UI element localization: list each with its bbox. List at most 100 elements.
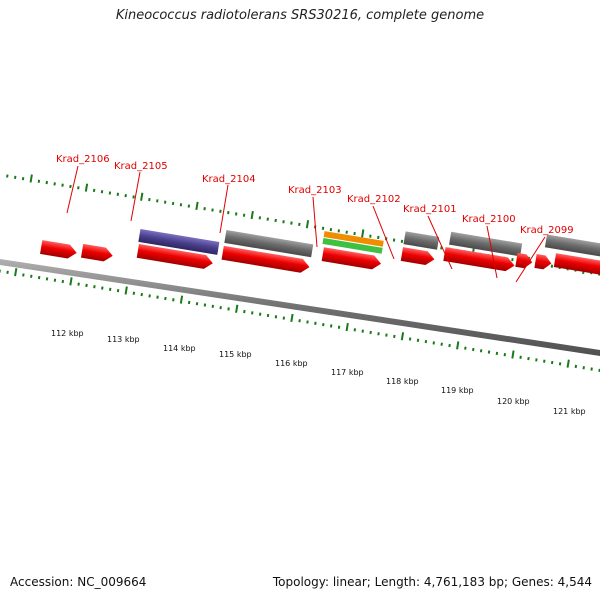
tick-mark: [400, 239, 404, 244]
gene-label[interactable]: Krad_2101: [403, 204, 457, 215]
tick-mark: [124, 193, 127, 198]
feature-green: [322, 237, 383, 254]
tick-mark: [377, 332, 380, 336]
tick-mark: [424, 339, 428, 344]
tick-mark: [337, 229, 341, 233]
label-leaders: [66, 165, 546, 283]
gene-label[interactable]: Krad_2105: [114, 161, 168, 172]
tick-mark: [353, 328, 357, 332]
tick-mark: [377, 235, 380, 240]
tick-mark: [171, 201, 175, 206]
tick-mark: [322, 322, 325, 327]
gene-label[interactable]: Krad_2106: [56, 154, 110, 165]
tick-mark: [148, 294, 151, 298]
gene-arrow-krad-2100[interactable]: [515, 252, 533, 269]
tick-mark: [290, 313, 294, 323]
tick-mark: [203, 303, 207, 307]
tick-mark: [92, 188, 96, 193]
tick-mark: [550, 360, 554, 365]
tick-mark: [393, 334, 396, 339]
tick-mark: [511, 350, 515, 359]
tick-mark: [77, 282, 80, 286]
tick-mark: [69, 277, 73, 286]
tick-mark: [116, 289, 120, 293]
tick-mark: [543, 359, 546, 363]
tick-mark: [148, 197, 151, 202]
tick-mark: [14, 268, 18, 277]
tick-mark: [266, 313, 270, 318]
tick-mark: [590, 367, 593, 371]
tick-mark: [187, 300, 191, 305]
feature-blue: [138, 228, 220, 255]
gene-label[interactable]: Krad_2103: [288, 185, 342, 196]
tick-mark: [369, 234, 372, 238]
tick-mark: [124, 286, 128, 295]
tick-mark: [29, 174, 33, 183]
gene-arrow-krad-2099[interactable]: [553, 253, 600, 278]
tick-mark: [550, 264, 554, 268]
tick-mark: [187, 204, 191, 208]
tick-mark: [527, 356, 530, 361]
tick-mark: [108, 191, 112, 195]
tick-mark: [132, 195, 135, 199]
tick-mark: [179, 295, 184, 304]
kbp-label: 119 kbp: [441, 386, 474, 395]
tick-mark: [274, 218, 277, 223]
tick-mark: [298, 319, 301, 323]
gene-arrow-krad-2100b[interactable]: [534, 254, 552, 270]
tick-mark: [163, 200, 167, 204]
gene-label[interactable]: Krad_2099: [520, 225, 574, 236]
tick-mark: [274, 315, 278, 319]
tick-mark: [251, 311, 254, 315]
kbp-label: 118 kbp: [386, 377, 419, 386]
tick-mark: [329, 227, 333, 232]
gene-arrow-krad-2103[interactable]: [321, 247, 382, 270]
gene-arrow-krad-2101[interactable]: [443, 247, 515, 272]
tick-mark: [400, 332, 405, 341]
tick-mark: [164, 296, 167, 301]
tick-mark: [219, 306, 222, 310]
tick-mark: [22, 273, 25, 277]
lower-tick-row: [0, 268, 600, 373]
tick-mark: [242, 213, 246, 217]
tick-mark: [464, 346, 467, 350]
genome-axis: [0, 259, 600, 356]
gene-label-group: Krad_2106 Krad_2105 Krad_2104 Krad_2103 …: [56, 154, 574, 236]
tick-mark: [116, 192, 120, 196]
tick-mark: [479, 349, 483, 353]
tick-mark: [6, 174, 9, 178]
gene-arrow-krad-2105[interactable]: [136, 243, 214, 270]
kbp-label: 120 kbp: [497, 397, 530, 406]
feature-gray: [403, 231, 440, 250]
tick-mark: [566, 359, 570, 368]
gene-label[interactable]: Krad_2104: [202, 174, 256, 185]
tick-mark: [250, 210, 254, 220]
gene-label[interactable]: Krad_2102: [347, 194, 401, 205]
tick-mark: [234, 212, 238, 216]
tick-mark: [100, 190, 104, 194]
tick-mark: [282, 220, 285, 224]
tick-mark: [487, 350, 491, 354]
tick-mark: [30, 274, 33, 278]
gene-arrow-krad-2106[interactable]: [40, 240, 78, 260]
kbp-label: 113 kbp: [107, 335, 140, 344]
gene-label[interactable]: Krad_2100: [462, 214, 516, 225]
tick-mark: [290, 221, 293, 225]
tick-mark: [519, 355, 522, 359]
kbp-label: 116 kbp: [275, 359, 308, 368]
tick-mark: [440, 342, 443, 346]
gene-arrow-krad-2102[interactable]: [400, 247, 436, 266]
tick-mark: [101, 286, 104, 290]
tick-mark: [172, 298, 175, 302]
feature-gray: [544, 234, 600, 259]
gene-arrow-krad-2104[interactable]: [221, 245, 311, 274]
tick-mark: [61, 183, 64, 187]
tick-mark: [6, 270, 9, 275]
kbp-label: 112 kbp: [51, 329, 84, 338]
tick-mark: [195, 201, 199, 211]
gene-arrow-krad-2106b[interactable]: [80, 243, 114, 263]
tick-mark: [306, 320, 309, 324]
tick-mark: [140, 192, 144, 201]
tick-mark: [227, 307, 230, 311]
